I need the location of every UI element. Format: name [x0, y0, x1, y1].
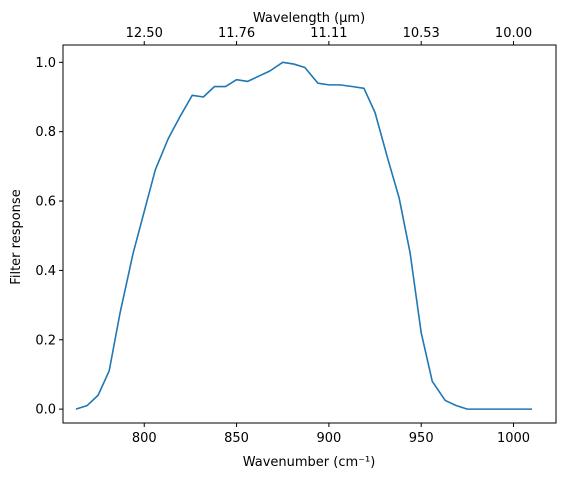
- x-tick-label: 1000: [497, 431, 530, 446]
- series-line-0: [75, 61, 532, 410]
- y-tick-label: 0.6: [35, 195, 56, 210]
- top-tick-label: 10.00: [495, 26, 532, 41]
- x-tick-label: 950: [409, 431, 434, 446]
- y-tick-label: 0.0: [35, 403, 56, 418]
- plot-area: [62, 44, 557, 424]
- top-tick-label: 11.11: [310, 26, 347, 41]
- x-tick-label: 850: [224, 431, 249, 446]
- top-tick-label: 12.50: [126, 26, 163, 41]
- y-tick-label: 0.4: [35, 264, 56, 279]
- top-tick-label: 10.53: [403, 26, 440, 41]
- top-x-axis: 12.50 11.76 11.11 10.53 10.00: [126, 26, 532, 45]
- x-tick-label: 900: [316, 431, 341, 446]
- y-axis: 0.0 0.2 0.4 0.6 0.8 1.0: [35, 56, 63, 418]
- top-tick-label: 11.76: [218, 26, 255, 41]
- y-tick-label: 0.2: [35, 333, 56, 348]
- top-axis-label: Wavelength (μm): [253, 11, 365, 26]
- x-tick-label: 800: [132, 431, 157, 446]
- y-tick-label: 0.8: [35, 125, 56, 140]
- y-axis-label: Filter response: [9, 189, 24, 284]
- plot-frame: [62, 44, 557, 424]
- bottom-x-axis: 800 850 900 950 1000: [132, 423, 530, 446]
- y-tick-label: 1.0: [35, 56, 56, 71]
- x-axis-label: Wavenumber (cm⁻¹): [243, 455, 376, 470]
